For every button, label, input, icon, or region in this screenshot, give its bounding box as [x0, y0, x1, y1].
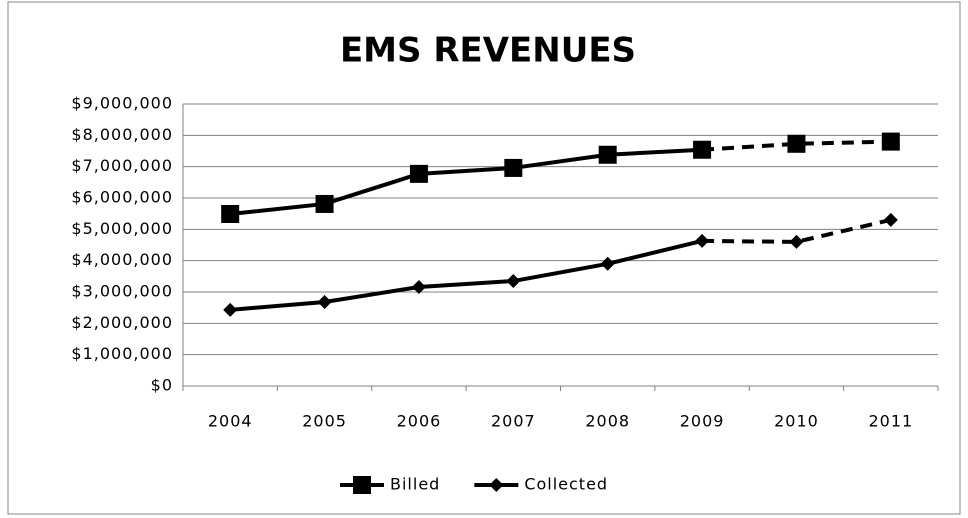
data-point — [600, 256, 615, 271]
y-tick-label: $1,000,000 — [71, 344, 173, 363]
data-point — [787, 134, 806, 153]
y-tick-label: $5,000,000 — [71, 219, 173, 238]
y-tick-label: $3,000,000 — [71, 282, 173, 301]
series-line — [229, 147, 703, 216]
data-point — [223, 302, 238, 317]
x-tick-label: 2010 — [774, 412, 819, 431]
x-tick-label: 2008 — [585, 412, 630, 431]
x-tick-label: 2006 — [397, 412, 442, 431]
legend-label: Billed — [390, 475, 440, 494]
data-point — [504, 158, 523, 177]
y-tick-label: $9,000,000 — [71, 94, 173, 113]
y-tick-label: $0 — [151, 376, 173, 395]
data-point — [317, 295, 332, 310]
x-tick-label: 2009 — [680, 412, 725, 431]
data-point — [221, 204, 240, 223]
data-point — [693, 140, 712, 159]
x-tick-label: 2004 — [208, 412, 253, 431]
data-point — [695, 233, 710, 248]
chart-frame — [7, 1, 961, 515]
legend-label: Collected — [524, 475, 608, 494]
data-point — [598, 145, 617, 164]
data-point — [506, 274, 521, 289]
x-tick-label: 2005 — [302, 412, 347, 431]
chart-title: EMS REVENUES — [340, 31, 636, 71]
y-tick-label: $7,000,000 — [71, 156, 173, 175]
x-tick-label: 2011 — [868, 412, 913, 431]
data-point — [883, 212, 898, 227]
y-tick-label: $4,000,000 — [71, 250, 173, 269]
series-line — [230, 238, 703, 312]
legend-marker — [489, 478, 504, 492]
legend-marker — [353, 476, 371, 494]
series-line — [701, 139, 891, 152]
series-line — [702, 217, 892, 244]
y-tick-label: $2,000,000 — [71, 313, 173, 332]
y-tick-label: $8,000,000 — [71, 125, 173, 144]
y-tick-label: $6,000,000 — [71, 188, 173, 207]
data-point — [409, 164, 428, 183]
data-point — [315, 194, 334, 213]
data-point — [411, 279, 426, 294]
x-tick-label: 2007 — [491, 412, 536, 431]
data-point — [881, 132, 900, 151]
data-point — [789, 234, 804, 249]
